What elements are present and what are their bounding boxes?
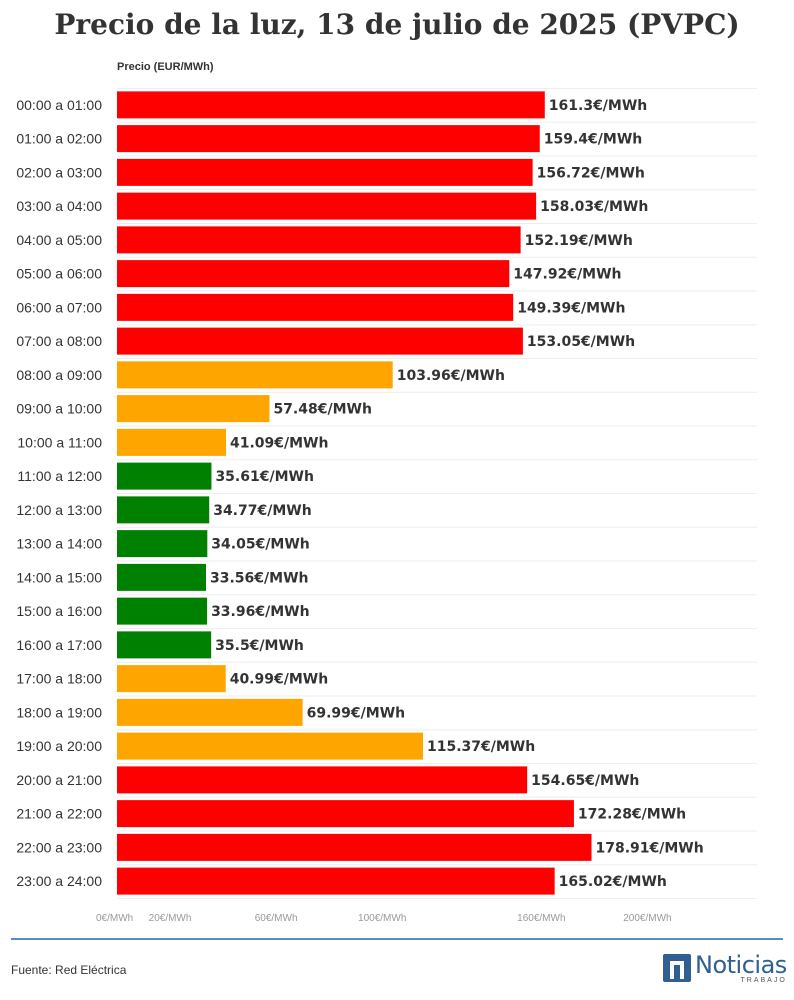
logo-word: Noticias	[695, 950, 787, 979]
bar	[117, 766, 528, 794]
bar	[117, 530, 208, 558]
category-label: 09:00 a 10:00	[16, 401, 102, 417]
bar	[117, 462, 212, 490]
x-tick-label: 0€/MWh	[96, 913, 133, 924]
value-label: 34.05€/MWh	[211, 537, 309, 553]
brand-logo[interactable]: Noticias TRABAJO	[663, 950, 787, 984]
bar	[117, 800, 574, 828]
logo-subtitle: TRABAJO	[740, 976, 787, 984]
value-label: 154.65€/MWh	[531, 773, 639, 789]
bar	[117, 260, 510, 288]
category-label: 23:00 a 24:00	[16, 873, 102, 889]
source-note: Fuente: Red Eléctrica	[11, 963, 127, 977]
bar	[117, 867, 555, 895]
value-label: 33.96€/MWh	[211, 604, 309, 620]
value-label: 34.77€/MWh	[213, 503, 311, 519]
category-label: 04:00 a 05:00	[16, 232, 102, 248]
category-label: 07:00 a 08:00	[16, 333, 102, 349]
value-label: 158.03€/MWh	[540, 199, 648, 215]
bar	[117, 496, 210, 524]
bar-chart: 00:00 a 01:00 161.3€/MWh 01:00 a 02:00 159.…	[16, 88, 757, 924]
logo-mark-icon	[663, 954, 691, 982]
bar	[117, 631, 212, 659]
value-label: 152.19€/MWh	[525, 233, 633, 249]
x-tick-label: 160€/MWh	[517, 913, 565, 924]
category-label: 10:00 a 11:00	[17, 434, 102, 450]
value-label: 115.37€/MWh	[427, 739, 535, 755]
chart-title: Precio de la luz, 13 de julio de 2025 (P…	[54, 8, 740, 41]
bar	[117, 361, 393, 389]
category-label: 14:00 a 15:00	[16, 569, 102, 585]
x-tick-label: 20€/MWh	[149, 913, 192, 924]
value-label: 41.09€/MWh	[230, 435, 328, 451]
category-label: 05:00 a 06:00	[16, 266, 102, 282]
value-label: 57.48€/MWh	[273, 402, 371, 418]
value-label: 147.92€/MWh	[513, 267, 621, 283]
bar	[117, 563, 207, 591]
value-label: 103.96€/MWh	[397, 368, 505, 384]
category-label: 01:00 a 02:00	[16, 131, 102, 147]
bar	[117, 293, 514, 321]
category-label: 15:00 a 16:00	[16, 603, 102, 619]
bar	[117, 665, 226, 693]
footer-divider	[11, 938, 783, 940]
bar	[117, 226, 521, 254]
category-label: 03:00 a 04:00	[16, 198, 102, 214]
category-label: 02:00 a 03:00	[16, 164, 102, 180]
x-tick-label: 60€/MWh	[255, 913, 298, 924]
bar	[117, 732, 423, 760]
value-label: 153.05€/MWh	[527, 334, 635, 350]
value-label: 178.91€/MWh	[596, 840, 704, 856]
axis-title: Precio (EUR/MWh)	[117, 61, 214, 73]
value-label: 159.4€/MWh	[544, 132, 642, 148]
bar	[117, 327, 523, 355]
bar	[117, 125, 540, 153]
bar	[117, 597, 208, 625]
value-label: 149.39€/MWh	[517, 300, 625, 316]
value-label: 156.72€/MWh	[537, 165, 645, 181]
category-label: 08:00 a 09:00	[16, 367, 102, 383]
category-label: 22:00 a 23:00	[16, 839, 102, 855]
category-label: 11:00 a 12:00	[17, 468, 102, 484]
value-label: 35.61€/MWh	[215, 469, 313, 485]
category-label: 06:00 a 07:00	[16, 299, 102, 315]
category-label: 20:00 a 21:00	[16, 772, 102, 788]
value-label: 40.99€/MWh	[230, 672, 328, 688]
category-label: 17:00 a 18:00	[16, 671, 102, 687]
value-label: 33.56€/MWh	[210, 570, 308, 586]
category-label: 00:00 a 01:00	[16, 97, 102, 113]
category-label: 12:00 a 13:00	[16, 502, 102, 518]
x-tick-label: 100€/MWh	[358, 913, 406, 924]
value-label: 35.5€/MWh	[215, 638, 304, 654]
bar	[117, 698, 303, 726]
bar	[117, 192, 537, 220]
category-label: 16:00 a 17:00	[16, 637, 102, 653]
x-tick-label: 200€/MWh	[623, 913, 671, 924]
bar	[117, 428, 226, 456]
bar	[117, 158, 533, 186]
category-label: 19:00 a 20:00	[16, 738, 102, 754]
value-label: 161.3€/MWh	[549, 98, 647, 114]
bar	[117, 395, 270, 423]
value-label: 172.28€/MWh	[578, 807, 686, 823]
bar	[117, 833, 592, 861]
category-label: 18:00 a 19:00	[16, 704, 102, 720]
category-label: 13:00 a 14:00	[16, 536, 102, 552]
value-label: 165.02€/MWh	[559, 874, 667, 890]
value-label: 69.99€/MWh	[307, 705, 405, 721]
category-label: 21:00 a 22:00	[16, 806, 102, 822]
bar	[117, 91, 545, 119]
